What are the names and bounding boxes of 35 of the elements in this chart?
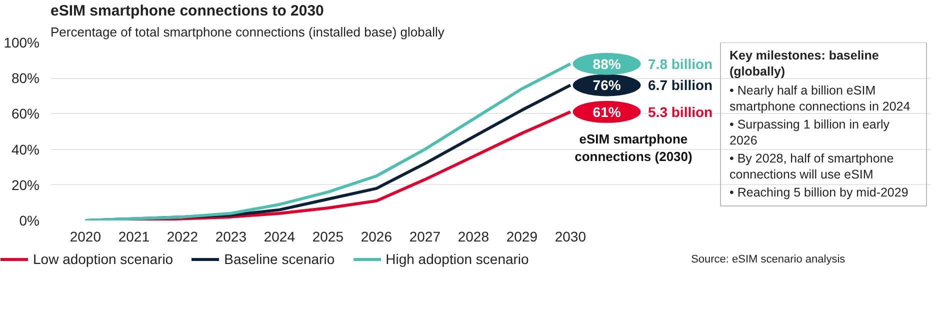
x-tick-label: 2022 (166, 228, 198, 244)
x-tick-label: 2021 (118, 228, 150, 244)
data-label: 88% (592, 56, 622, 72)
text: Key milestones: baseline (globally) (730, 48, 879, 79)
text: • Reaching 5 billion by mid-2029 (730, 186, 908, 200)
x-tick-label: 2028 (458, 228, 490, 244)
annotation: 7.8 billion (648, 56, 713, 72)
annotation: 6.7 billion (648, 77, 713, 94)
y-tick-label: 100% (4, 34, 40, 50)
text: • By 2028, half of smartphone connections will use eSIM (730, 152, 894, 182)
text: • Surpassing 1 billion in early 2026 (730, 118, 890, 148)
source-note: Source: eSIM scenario analysis (691, 254, 846, 266)
legend-label: Low adoption scenario (33, 251, 174, 267)
y-tick-label: 0% (19, 212, 40, 228)
data-label: 61% (592, 104, 622, 120)
y-tick-label: 40% (11, 141, 40, 158)
x-tick-label: 2026 (360, 228, 392, 244)
y-tick-label: 20% (11, 176, 40, 193)
annotation: eSIM smartphone connections (2030) (574, 132, 692, 164)
chart-title: eSIM smartphone connections to 2030 (50, 2, 324, 20)
chart-subtitle: Percentage of total smartphone connections (installed base) globally (50, 24, 445, 40)
x-tick-label: 2027 (409, 228, 441, 244)
y-tick-label: 80% (11, 70, 40, 86)
legend-label: Baseline scenario (224, 251, 335, 267)
x-tick-label: 2025 (312, 228, 344, 244)
x-tick-label: 2029 (506, 228, 538, 244)
x-tick-label: 2024 (264, 228, 296, 244)
annotation: 5.3 billion (648, 104, 713, 120)
x-tick-label: 2020 (70, 228, 102, 244)
data-label: 76% (592, 77, 622, 94)
x-tick-label: 2030 (554, 228, 586, 244)
legend-label: High adoption scenario (386, 251, 529, 267)
text: • Nearly half a billion eSIM smartphone connections in 2024 (730, 84, 910, 114)
y-tick-label: 60% (11, 106, 40, 122)
x-tick-label: 2023 (215, 228, 247, 244)
